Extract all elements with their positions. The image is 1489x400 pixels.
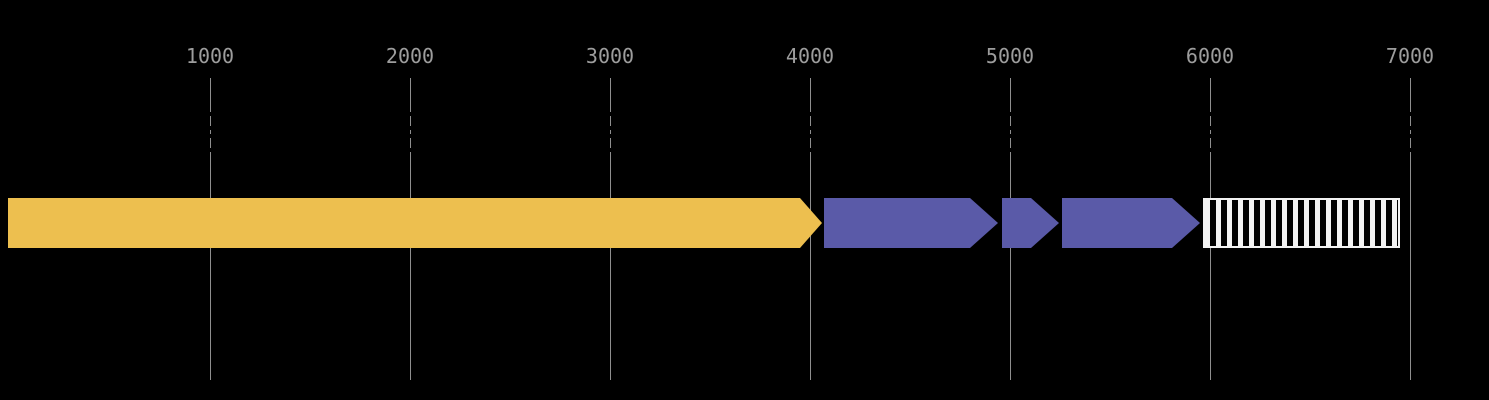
feature-arrow[interactable] xyxy=(8,198,822,248)
gridline-segment xyxy=(1010,138,1011,148)
gridline-segment xyxy=(210,130,211,134)
feature-arrow[interactable] xyxy=(1002,198,1059,248)
feature-arrow-shape xyxy=(1002,198,1059,248)
gridline-segment xyxy=(410,152,411,380)
axis-tick-label: 1000 xyxy=(185,44,235,68)
gridline-segment xyxy=(1210,130,1211,134)
gridline-segment xyxy=(810,130,811,134)
gridline-segment xyxy=(210,116,211,126)
feature-arrow[interactable] xyxy=(1062,198,1200,248)
gridline-segment xyxy=(1210,78,1211,112)
gridline-segment xyxy=(410,130,411,134)
gridline-segment xyxy=(210,78,211,112)
axis-gridline xyxy=(1410,78,1411,380)
axis-gridline xyxy=(610,78,611,380)
axis-gridline xyxy=(1210,78,1211,380)
gridline-segment xyxy=(210,152,211,380)
axis-gridline xyxy=(1010,78,1011,380)
axis-tick-label: 3000 xyxy=(585,44,635,68)
gridline-segment xyxy=(1410,130,1411,134)
gridline-segment xyxy=(610,138,611,148)
gridline-segment xyxy=(1010,78,1011,112)
feature-arrow-shape xyxy=(824,198,998,248)
gridline-segment xyxy=(1410,116,1411,126)
gridline-segment xyxy=(610,152,611,380)
gridline-segment xyxy=(1010,130,1011,134)
gridline-segment xyxy=(1410,152,1411,380)
gridline-segment xyxy=(810,116,811,126)
axis-gridline xyxy=(810,78,811,380)
axis-tick-label: 2000 xyxy=(385,44,435,68)
gridline-segment xyxy=(410,138,411,148)
feature-striped-region[interactable] xyxy=(1203,198,1400,248)
gridline-segment xyxy=(1410,138,1411,148)
gridline-segment xyxy=(610,116,611,126)
gridline-segment xyxy=(810,78,811,112)
gridline-segment xyxy=(610,130,611,134)
gridline-segment xyxy=(810,152,811,380)
axis-gridline xyxy=(410,78,411,380)
gridline-segment xyxy=(610,78,611,112)
feature-arrow-shape xyxy=(8,198,822,248)
gridline-segment xyxy=(1210,116,1211,126)
axis-tick-label: 4000 xyxy=(785,44,835,68)
axis-tick-label: 5000 xyxy=(985,44,1035,68)
gridline-segment xyxy=(1410,78,1411,112)
gridline-segment xyxy=(1010,116,1011,126)
axis-tick-label: 7000 xyxy=(1385,44,1435,68)
gridline-segment xyxy=(210,138,211,148)
gridline-segment xyxy=(410,116,411,126)
gridline-segment xyxy=(1210,152,1211,380)
feature-arrow-shape xyxy=(1062,198,1200,248)
axis-gridline xyxy=(210,78,211,380)
gridline-segment xyxy=(1210,138,1211,148)
gridline-segment xyxy=(1010,152,1011,380)
gridline-segment xyxy=(810,138,811,148)
axis-tick-label: 6000 xyxy=(1185,44,1235,68)
feature-arrow[interactable] xyxy=(824,198,998,248)
gridline-segment xyxy=(410,78,411,112)
